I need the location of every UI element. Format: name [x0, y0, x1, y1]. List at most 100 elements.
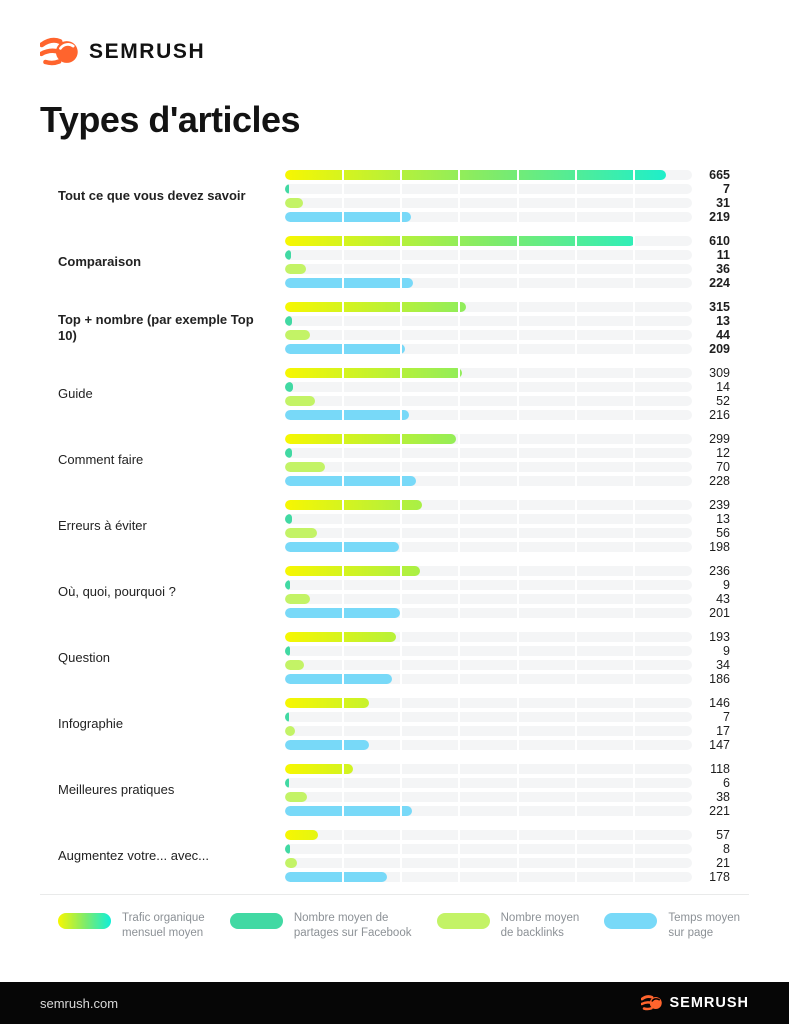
segment-gap [400, 608, 403, 618]
segment-gap [574, 608, 577, 618]
bar-track [285, 302, 692, 312]
bar-row: 38 [285, 790, 730, 804]
bar-traffic [285, 764, 353, 774]
segment-gap [342, 514, 345, 524]
bar-facebook [285, 580, 291, 590]
bar-traffic [285, 566, 421, 576]
bar-row: 236 [285, 564, 730, 578]
segment-gap [574, 382, 577, 392]
footer-semrush-wordmark: SEMRUSH [669, 995, 749, 1011]
value-label: 178 [709, 870, 730, 884]
segment-gap [632, 792, 635, 802]
value-label: 193 [709, 630, 730, 644]
segment-gap [400, 844, 403, 854]
bar-row: 11 [285, 248, 730, 262]
segment-gap [400, 236, 403, 246]
segment-gap [574, 632, 577, 642]
segment-gap [342, 316, 345, 326]
bar-traffic [285, 170, 667, 180]
segment-gap [400, 344, 403, 354]
bar-row: 12 [285, 446, 730, 460]
segment-gap [574, 594, 577, 604]
bar-backlinks [285, 528, 318, 538]
segment-gap [516, 528, 519, 538]
segment-gap [574, 542, 577, 552]
bar-track [285, 434, 692, 444]
segment-gap [574, 674, 577, 684]
segment-gap [516, 330, 519, 340]
bar-track [285, 330, 692, 340]
bar-backlinks [285, 330, 311, 340]
footer-url: semrush.com [40, 995, 119, 1011]
segment-gap [516, 514, 519, 524]
segment-gap [458, 250, 461, 260]
semrush-flame-icon [641, 995, 663, 1011]
segment-gap [632, 170, 635, 180]
bar-track [285, 806, 692, 816]
bar-track [285, 594, 692, 604]
value-label: 9 [723, 644, 730, 658]
segment-gap [342, 830, 345, 840]
bar-row: 209 [285, 342, 730, 356]
segment-gap [516, 396, 519, 406]
group-bars: 236 9 43 201 [285, 564, 730, 620]
value-label: 224 [709, 276, 730, 290]
chart-group: Infographie 146 7 17 147 [40, 696, 730, 752]
chart-group: Augmentez votre... avec... 57 8 21 178 [40, 828, 730, 884]
bar-track [285, 448, 692, 458]
bar-row: 9 [285, 644, 730, 658]
segment-gap [574, 344, 577, 354]
value-label: 12 [716, 446, 730, 460]
bar-track [285, 580, 692, 590]
segment-gap [516, 632, 519, 642]
chart-group: Où, quoi, pourquoi ? 236 9 43 201 [40, 564, 730, 620]
group-bars: 239 13 56 198 [285, 498, 730, 554]
category-label: Tout ce que vous devez savoir [58, 188, 246, 203]
value-label: 216 [709, 408, 730, 422]
bar-row: 21 [285, 856, 730, 870]
segment-gap [632, 698, 635, 708]
bar-track [285, 462, 692, 472]
segment-gap [632, 368, 635, 378]
segment-gap [574, 212, 577, 222]
segment-gap [458, 410, 461, 420]
segment-gap [342, 212, 345, 222]
segment-gap [632, 514, 635, 524]
segment-gap [342, 764, 345, 774]
segment-gap [342, 608, 345, 618]
segment-gap [458, 528, 461, 538]
semrush-logo: SEMRUSH [40, 36, 749, 68]
segment-gap [632, 872, 635, 882]
category-label: Comment faire [58, 452, 144, 467]
segment-gap [458, 316, 461, 326]
segment-gap [632, 198, 635, 208]
bar-row: 7 [285, 710, 730, 724]
segment-gap [632, 778, 635, 788]
segment-gap [632, 712, 635, 722]
segment-gap [342, 500, 345, 510]
bar-track [285, 792, 692, 802]
legend-item-time: Temps moyen sur page [604, 911, 740, 941]
segment-gap [632, 740, 635, 750]
group-bars: 57 8 21 178 [285, 828, 730, 884]
bar-row: 56 [285, 526, 730, 540]
segment-gap [400, 184, 403, 194]
page-title: Types d'articles [40, 99, 301, 140]
group-bars: 146 7 17 147 [285, 696, 730, 752]
segment-gap [516, 250, 519, 260]
group-bars: 193 9 34 186 [285, 630, 730, 686]
segment-gap [574, 514, 577, 524]
segment-gap [458, 434, 461, 444]
segment-gap [516, 302, 519, 312]
segment-gap [574, 278, 577, 288]
bar-facebook [285, 382, 294, 392]
value-label: 13 [716, 512, 730, 526]
segment-gap [516, 566, 519, 576]
segment-gap [632, 542, 635, 552]
segment-gap [632, 250, 635, 260]
segment-gap [574, 528, 577, 538]
value-label: 315 [709, 300, 730, 314]
segment-gap [342, 198, 345, 208]
segment-gap [516, 844, 519, 854]
bar-track [285, 764, 692, 774]
